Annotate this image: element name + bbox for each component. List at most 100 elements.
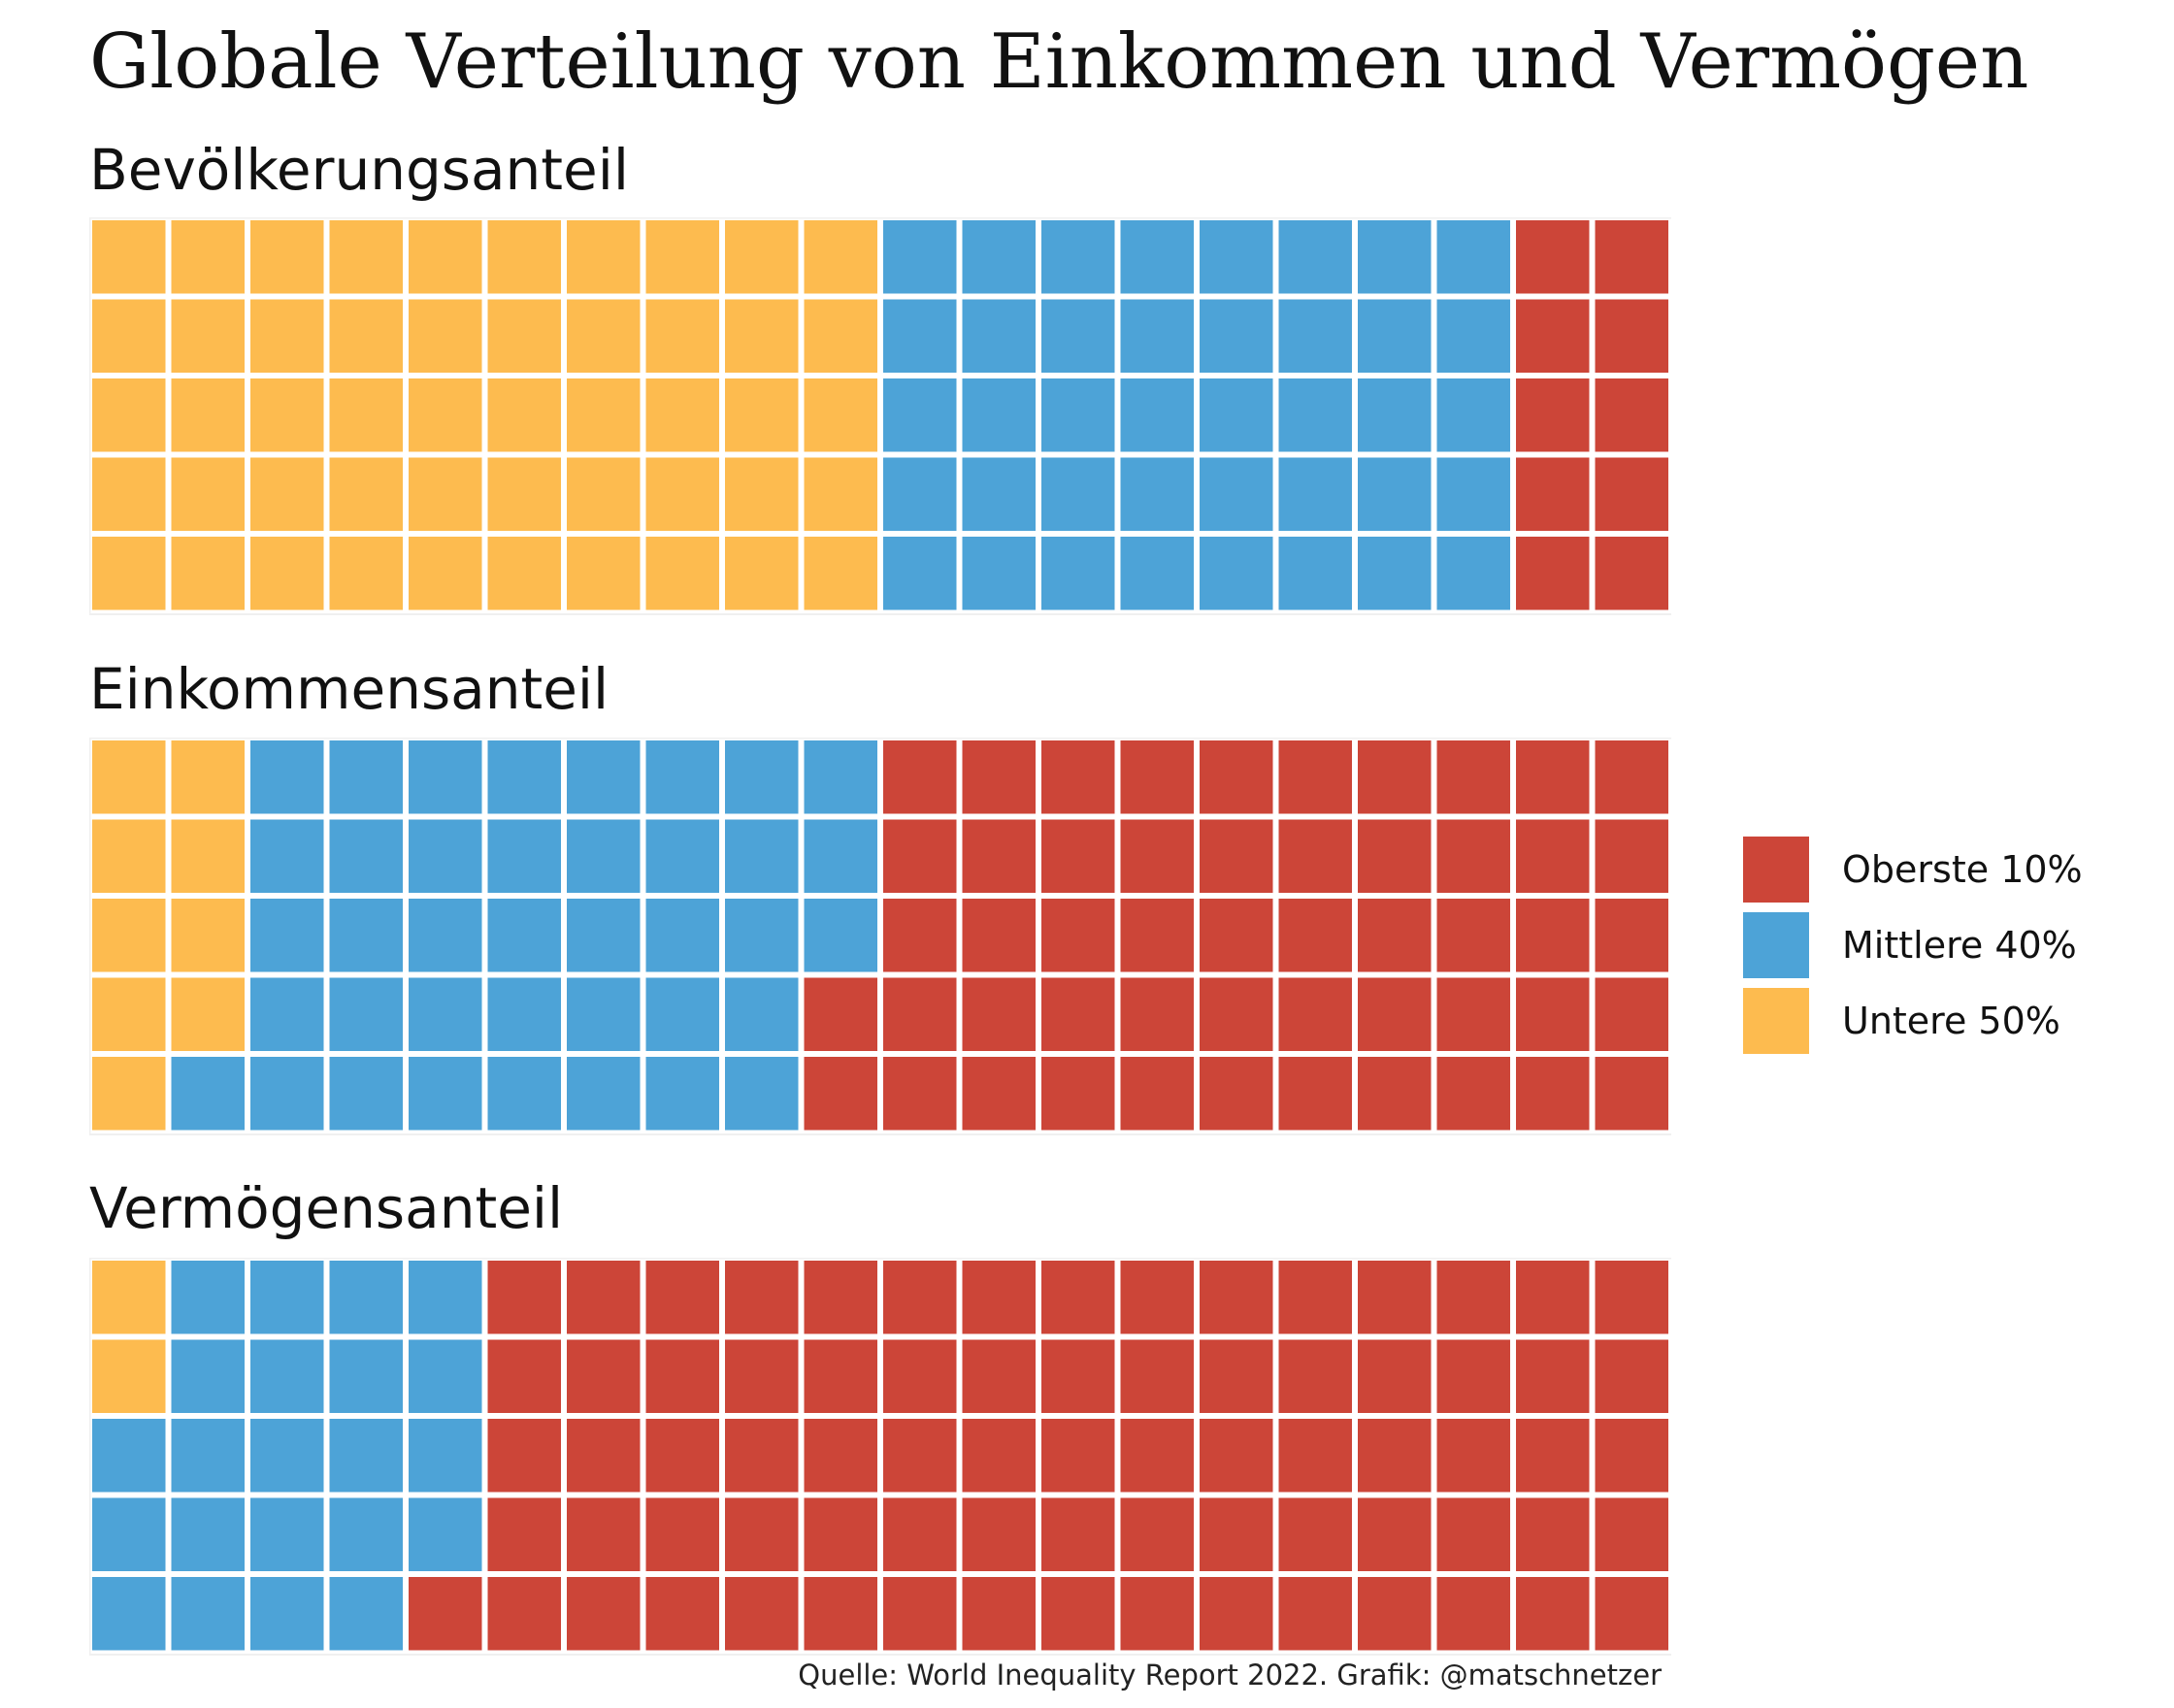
waffle-cell-top10	[883, 1577, 957, 1651]
waffle-cell-top10	[1516, 899, 1590, 972]
waffle-cell-top10	[1200, 977, 1273, 1051]
waffle-cell-middle40	[725, 819, 799, 893]
waffle-cell-middle40	[1041, 537, 1115, 610]
waffle-cell-top10	[962, 1577, 1036, 1651]
waffle-cell-top10	[725, 1497, 799, 1571]
waffle-cell-middle40	[171, 1057, 245, 1131]
waffle-cell-top10	[487, 1419, 561, 1493]
waffle-cell-top10	[1358, 1497, 1432, 1571]
waffle-cell-top10	[1358, 1577, 1432, 1651]
waffle-cell-top10	[1595, 537, 1668, 610]
legend-label-middle40: Mittlere 40%	[1842, 924, 2077, 967]
waffle-cell-top10	[962, 1419, 1036, 1493]
waffle-cell-top10	[645, 1497, 719, 1571]
waffle-cell-bottom50	[487, 299, 561, 373]
waffle-cell-top10	[1595, 740, 1668, 814]
waffle-cell-bottom50	[329, 457, 403, 531]
waffle-cell-middle40	[329, 819, 403, 893]
waffle-cell-top10	[1516, 378, 1590, 452]
waffle-cell-bottom50	[329, 537, 403, 610]
waffle-cell-bottom50	[171, 977, 245, 1051]
waffle-cell-bottom50	[487, 378, 561, 452]
waffle-cell-bottom50	[171, 220, 245, 294]
waffle-cell-top10	[1595, 220, 1668, 294]
waffle-cell-top10	[1516, 1339, 1590, 1413]
waffle-cell-middle40	[250, 1057, 324, 1131]
legend-label-bottom50: Untere 50%	[1842, 1000, 2060, 1042]
waffle-cell-top10	[1278, 819, 1352, 893]
waffle-cell-top10	[1516, 740, 1590, 814]
waffle-cell-top10	[1595, 1261, 1668, 1334]
waffle-cell-middle40	[409, 977, 482, 1051]
waffle-cell-top10	[883, 1057, 957, 1131]
waffle-cell-middle40	[409, 1057, 482, 1131]
waffle-cell-top10	[1436, 1419, 1510, 1493]
waffle-cell-bottom50	[725, 457, 799, 531]
waffle-frame	[89, 217, 1671, 615]
waffle-cell-bottom50	[171, 740, 245, 814]
waffle-cell-middle40	[725, 1057, 799, 1131]
waffle-cell-top10	[1200, 1057, 1273, 1131]
waffle-cell-middle40	[171, 1339, 245, 1413]
waffle-cell-bottom50	[92, 1339, 166, 1413]
waffle-cell-middle40	[567, 740, 641, 814]
waffle-cell-middle40	[804, 899, 877, 972]
waffle-cell-top10	[1041, 1057, 1115, 1131]
waffle-cell-top10	[1516, 1261, 1590, 1334]
waffle-cell-top10	[487, 1339, 561, 1413]
legend-label-top10: Oberste 10%	[1842, 848, 2083, 891]
waffle-cell-bottom50	[567, 220, 641, 294]
waffle-cell-top10	[1200, 819, 1273, 893]
waffle-cell-middle40	[250, 1497, 324, 1571]
waffle-cell-top10	[804, 1339, 877, 1413]
waffle-cell-bottom50	[725, 378, 799, 452]
waffle-cell-top10	[1358, 740, 1432, 814]
waffle-cell-middle40	[1120, 220, 1194, 294]
waffle-cell-middle40	[962, 220, 1036, 294]
waffle-cell-bottom50	[409, 537, 482, 610]
waffle-cell-bottom50	[645, 378, 719, 452]
waffle-cell-top10	[1436, 740, 1510, 814]
panel-title-wealth: Vermögensanteil	[89, 1175, 564, 1241]
waffle-cell-bottom50	[804, 299, 877, 373]
waffle-cell-bottom50	[804, 378, 877, 452]
waffle-cell-top10	[1595, 378, 1668, 452]
waffle-cell-top10	[883, 899, 957, 972]
waffle-cell-middle40	[1278, 537, 1352, 610]
waffle-cell-middle40	[883, 220, 957, 294]
waffle-cell-middle40	[645, 899, 719, 972]
waffle-cell-middle40	[1358, 220, 1432, 294]
waffle-cell-top10	[1200, 899, 1273, 972]
waffle-cell-top10	[567, 1419, 641, 1493]
waffle-cell-middle40	[171, 1261, 245, 1334]
waffle-cell-top10	[1358, 1057, 1432, 1131]
waffle-cell-top10	[962, 1497, 1036, 1571]
waffle-cell-bottom50	[645, 537, 719, 610]
waffle-cell-top10	[1120, 740, 1194, 814]
waffle-cell-bottom50	[329, 378, 403, 452]
waffle-cell-middle40	[409, 819, 482, 893]
waffle-cell-top10	[1120, 899, 1194, 972]
waffle-cell-bottom50	[645, 299, 719, 373]
waffle-cell-bottom50	[645, 220, 719, 294]
waffle-cell-top10	[1358, 1339, 1432, 1413]
waffle-cell-top10	[1358, 1419, 1432, 1493]
waffle-cell-top10	[1278, 1339, 1352, 1413]
waffle-cell-top10	[1516, 537, 1590, 610]
waffle-cell-bottom50	[92, 537, 166, 610]
waffle-cell-middle40	[171, 1419, 245, 1493]
waffle-cell-middle40	[567, 1057, 641, 1131]
waffle-cell-middle40	[1041, 299, 1115, 373]
waffle-cell-top10	[1041, 899, 1115, 972]
waffle-cell-middle40	[329, 899, 403, 972]
waffle-cell-bottom50	[92, 378, 166, 452]
waffle-cell-bottom50	[171, 378, 245, 452]
waffle-cell-middle40	[1120, 457, 1194, 531]
waffle-cell-middle40	[962, 457, 1036, 531]
waffle-cell-middle40	[1278, 378, 1352, 452]
waffle-cell-top10	[1278, 899, 1352, 972]
waffle-cell-bottom50	[250, 299, 324, 373]
waffle-cell-bottom50	[567, 378, 641, 452]
waffle-cell-middle40	[329, 1419, 403, 1493]
waffle-cell-bottom50	[804, 220, 877, 294]
